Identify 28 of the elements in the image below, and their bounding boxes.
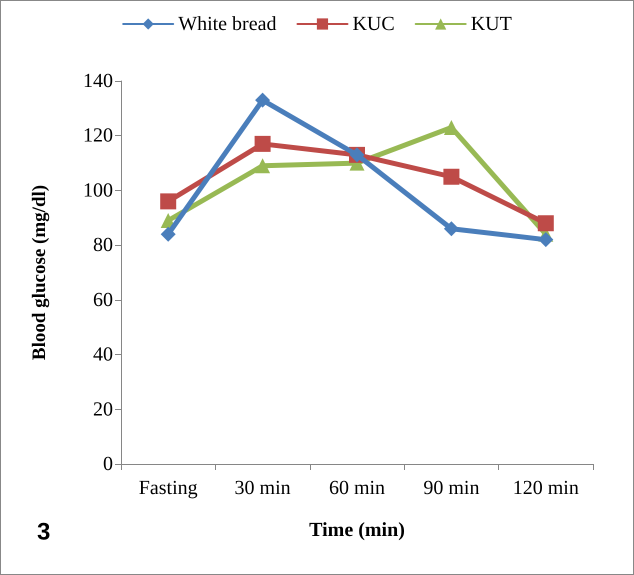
y-tick-label: 40 bbox=[93, 344, 113, 366]
x-tick-label: 30 min bbox=[234, 477, 291, 499]
x-tick-label: Fasting bbox=[138, 477, 198, 499]
point bbox=[254, 136, 271, 152]
legend-label: KUT bbox=[470, 13, 512, 35]
y-tick-label: 60 bbox=[93, 288, 113, 311]
y-tick-label: 100 bbox=[83, 179, 113, 202]
point bbox=[255, 158, 270, 174]
x-tick-label: 120 min bbox=[512, 477, 579, 499]
point bbox=[160, 226, 176, 242]
point bbox=[538, 215, 554, 232]
point bbox=[255, 92, 270, 108]
y-tick-label: 20 bbox=[93, 398, 113, 420]
y-tick-label: 120 bbox=[83, 124, 113, 147]
legend-label: KUC bbox=[352, 13, 395, 35]
y-tick-label: 140 bbox=[83, 70, 113, 92]
x-tick-label: 90 min bbox=[423, 477, 480, 499]
y-tick-label: 80 bbox=[93, 234, 113, 256]
x-axis-title: Time (min) bbox=[309, 519, 405, 541]
legend-label: White bread bbox=[178, 13, 276, 35]
y-tick-label: 0 bbox=[103, 453, 113, 475]
point bbox=[443, 168, 460, 185]
point bbox=[444, 221, 459, 236]
point bbox=[538, 232, 554, 248]
x-tick-label: 60 min bbox=[328, 477, 386, 499]
text: 3 bbox=[37, 518, 50, 546]
point bbox=[160, 193, 176, 210]
y-axis-title: Blood glucose (mg/dl) bbox=[29, 184, 50, 360]
